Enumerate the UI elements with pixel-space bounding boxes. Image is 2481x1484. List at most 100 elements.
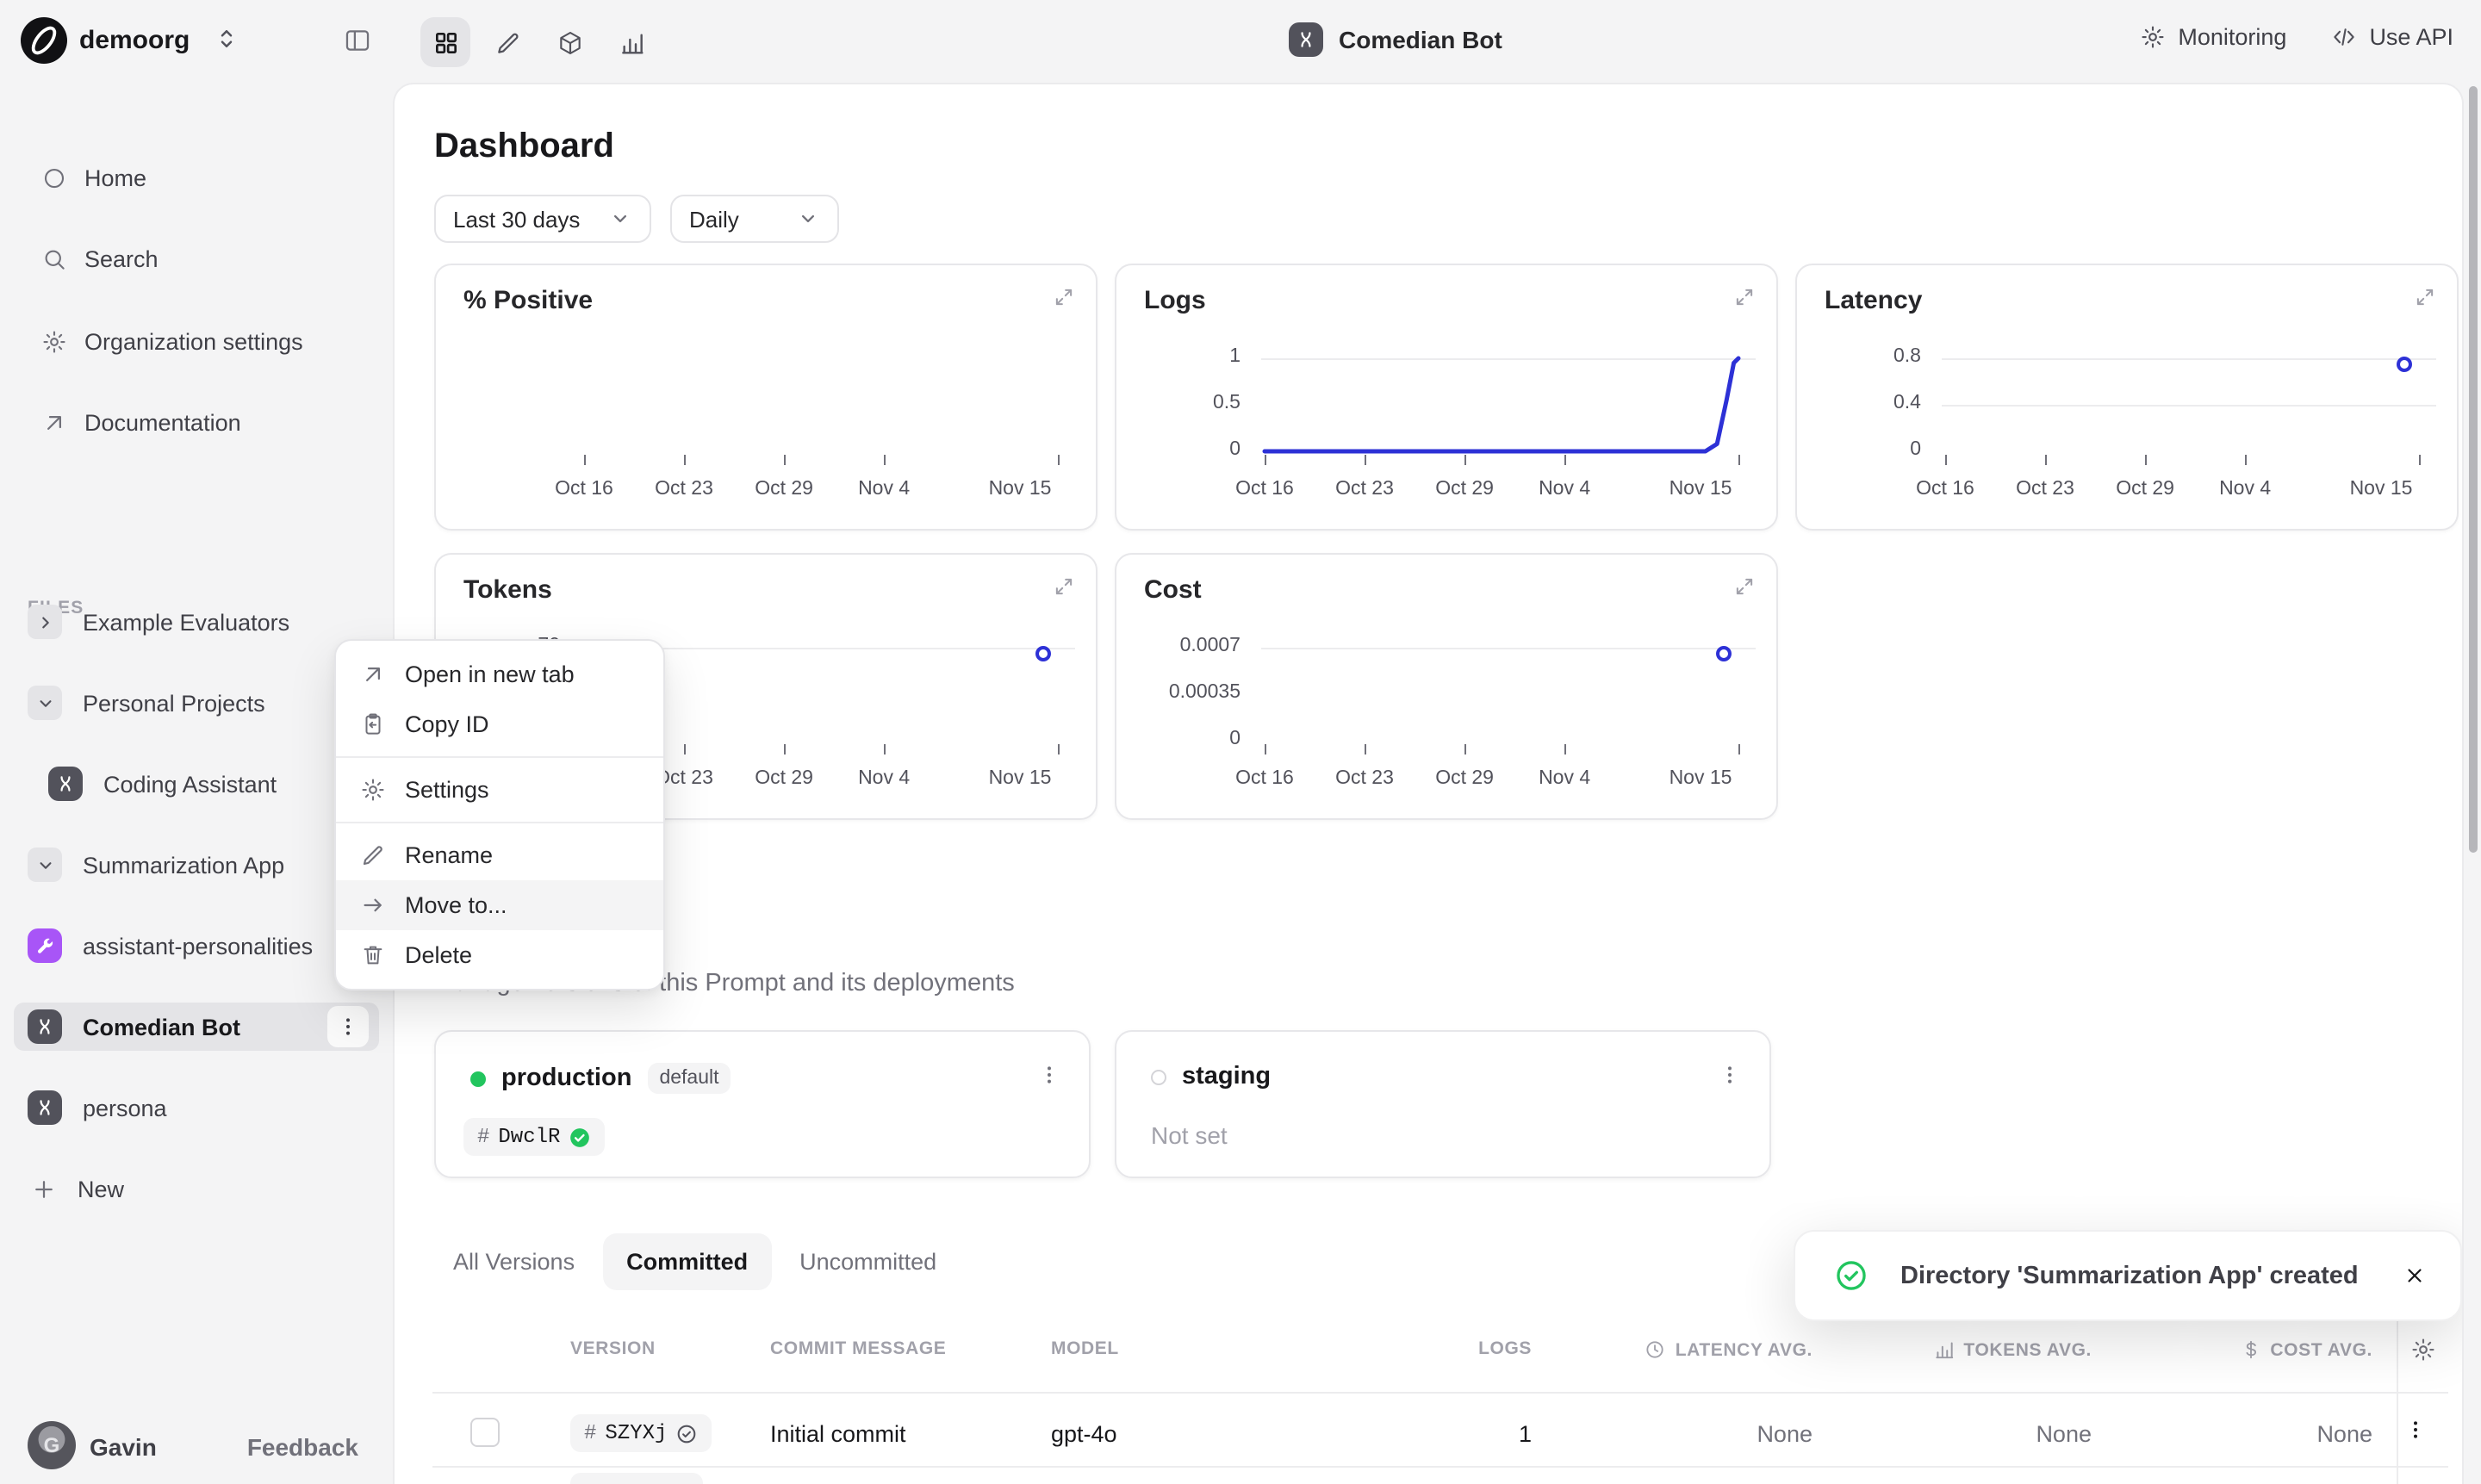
y-axis-tick-label: 0.8 [1821,346,1921,367]
y-axis-tick-label: 0 [1141,729,1240,749]
row-kebab-icon[interactable] [2403,1418,2428,1442]
avatar[interactable]: G [28,1421,76,1469]
org-switcher-chevrons-icon[interactable] [214,26,239,52]
column-divider [2397,1314,2398,1484]
sidebar-file-comedian-bot[interactable]: Comedian Bot [14,1003,379,1051]
sidebar-folder-example-evaluators[interactable]: Example Evaluators [14,598,379,646]
menu-item-open-new-tab[interactable]: Open in new tab [336,649,663,699]
feedback-button[interactable]: Feedback [247,1433,358,1461]
environment-kebab-icon[interactable] [1711,1056,1749,1094]
sidebar-collapse-icon[interactable] [343,26,372,55]
row-checkbox[interactable] [470,1418,500,1447]
org-name[interactable]: demoorg [79,26,190,55]
file-context-menu: Open in new tab Copy ID Settings Rename … [334,639,665,990]
x-axis-tick-label: Oct 29 [1413,768,1516,789]
data-point[interactable] [2397,357,2413,372]
not-set-label: Not set [1151,1121,1228,1149]
environment-kebab-icon[interactable] [1030,1056,1068,1094]
x-axis-tick-label: Nov 4 [832,479,936,500]
expand-icon[interactable] [1053,575,1075,598]
menu-item-copy-id[interactable]: Copy ID [336,699,663,749]
x-axis-tick [1058,455,1060,465]
sidebar-folder-summarization-app[interactable]: Summarization App [14,841,379,889]
x-axis-tick-label: Nov 15 [2329,479,2433,500]
sidebar-footer: G Gavin Feedback [0,1421,393,1483]
use-api-button[interactable]: Use API [2331,24,2453,50]
menu-item-move-to[interactable]: Move to... [336,880,663,930]
y-axis-tick-label: 0.0007 [1141,636,1240,656]
x-axis-tick [1265,744,1266,754]
sidebar-item-search[interactable]: Search [14,233,379,284]
check-circle-icon [569,1126,591,1148]
column-header-commit[interactable]: COMMIT MESSAGE [770,1338,946,1359]
expand-icon[interactable] [2414,286,2436,308]
dashboard-view-button[interactable] [420,17,470,67]
column-header-latency[interactable]: LATENCY AVG. [1606,1338,1813,1361]
user-name[interactable]: Gavin [90,1433,157,1461]
interval-select[interactable]: Daily [670,195,839,243]
monitoring-button[interactable]: Monitoring [2140,24,2286,50]
chevron-down-icon[interactable] [28,686,62,720]
toast-notification: Directory 'Summarization App' created [1794,1230,2462,1321]
tab-uncommitted[interactable]: Uncommitted [799,1233,936,1290]
column-header-tokens[interactable]: TOKENS AVG. [1888,1338,2092,1361]
gear-icon [41,328,67,354]
org-logo-icon[interactable] [21,17,67,64]
chevron-down-icon[interactable] [28,848,62,882]
sidebar-item-documentation[interactable]: Documentation [14,396,379,448]
code-icon [2331,24,2357,50]
deployed-version-chip[interactable]: #DwclR [463,1118,605,1156]
chevron-down-icon [608,207,632,231]
artifacts-view-button[interactable] [544,17,594,67]
date-range-select[interactable]: Last 30 days [434,195,651,243]
file-menu-kebab-icon[interactable] [327,1006,369,1047]
menu-separator [336,756,663,758]
sidebar-file-assistant-personalities[interactable]: assistant-personalities [14,922,379,970]
gear-icon [2140,24,2166,50]
column-header-model[interactable]: MODEL [1051,1338,1119,1359]
x-axis-tick-label: Oct 16 [1213,768,1316,789]
table-divider [432,1392,2448,1394]
expand-icon[interactable] [1733,575,1756,598]
chart-card-cost: Cost 0.00070.000350Oct 16Oct 23Oct 29Nov… [1115,553,1778,820]
editor-view-button[interactable] [482,17,532,67]
sidebar-new-file-button[interactable]: New [14,1164,379,1213]
sidebar-item-home[interactable]: Home [14,152,379,203]
x-axis-tick [1464,744,1466,754]
sidebar-file-coding-assistant[interactable]: Coding Assistant [14,760,379,808]
sidebar-file-persona[interactable]: persona [14,1084,379,1132]
menu-item-rename[interactable]: Rename [336,830,663,880]
column-header-logs[interactable]: LOGS [1428,1338,1532,1359]
expand-icon[interactable] [1053,286,1075,308]
scrollbar-thumb[interactable] [2469,86,2478,853]
menu-separator [336,822,663,823]
table-divider [432,1466,2448,1468]
external-link-icon [360,661,386,687]
x-axis-tick-label: Oct 23 [1993,479,2097,500]
column-header-cost[interactable]: COST AVG. [2186,1338,2372,1361]
chart-title: Cost [1144,575,1202,605]
chart-title: % Positive [463,286,593,315]
column-header-version[interactable]: VERSION [570,1338,656,1359]
x-axis-tick-label: Nov 15 [968,479,1072,500]
external-link-icon [41,409,67,435]
view-switcher [420,17,656,67]
table-settings-gear-icon[interactable] [2410,1337,2436,1363]
prompt-file-icon [48,767,83,801]
x-axis-tick [2245,455,2247,465]
version-chip[interactable]: #SZYXj [570,1414,712,1452]
sidebar-folder-personal-projects[interactable]: Personal Projects [14,679,379,727]
menu-item-settings[interactable]: Settings [336,765,663,815]
home-icon [41,165,67,190]
x-axis-tick-label: Nov 4 [2193,479,2297,500]
menu-item-delete[interactable]: Delete [336,930,663,980]
line-series [1116,265,1780,532]
x-axis-tick [2045,455,2047,465]
sidebar-item-org-settings[interactable]: Organization settings [14,315,379,367]
tab-all-versions[interactable]: All Versions [453,1233,575,1290]
toast-close-icon[interactable] [2403,1264,2426,1287]
charts-view-button[interactable] [606,17,656,67]
clock-icon [1645,1338,1667,1361]
tab-committed[interactable]: Committed [602,1233,772,1290]
chevron-right-icon[interactable] [28,605,62,639]
